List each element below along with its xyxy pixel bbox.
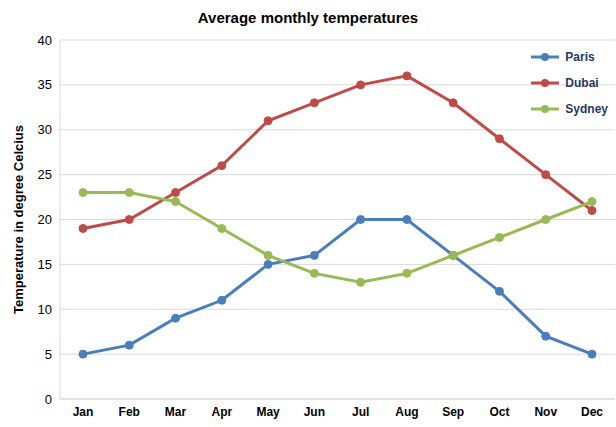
html-text:Sydney: Sydney — [565, 102, 608, 116]
svg-text:5: 5 — [45, 347, 52, 362]
svg-text:Jul: Jul — [352, 405, 369, 419]
svg-text:May: May — [256, 405, 280, 419]
svg-text:25: 25 — [38, 167, 52, 182]
svg-text:Feb: Feb — [119, 405, 140, 419]
svg-text:Oct: Oct — [489, 405, 509, 419]
svg-text:Apr: Apr — [211, 405, 232, 419]
svg-text:30: 30 — [38, 122, 52, 137]
svg-text:Jun: Jun — [304, 405, 325, 419]
svg-text:Sep: Sep — [442, 405, 464, 419]
svg-text:10: 10 — [38, 302, 52, 317]
svg-text:Temperature in degree Celcius: Temperature in degree Celcius — [11, 125, 26, 314]
svg-text:40: 40 — [38, 33, 52, 48]
html-text:Dubai: Dubai — [565, 76, 599, 90]
html-text:Paris: Paris — [565, 50, 595, 64]
svg-text:20: 20 — [38, 212, 52, 227]
html-text:Average monthly temperatures: Average monthly temperatures — [197, 9, 419, 26]
svg-text:15: 15 — [38, 257, 52, 272]
svg-text:35: 35 — [38, 77, 52, 92]
svg-text:Aug: Aug — [395, 405, 418, 419]
svg-text:0: 0 — [45, 392, 52, 407]
svg-text:Dec: Dec — [581, 405, 603, 419]
svg-text:Mar: Mar — [165, 405, 187, 419]
svg-text:Jan: Jan — [73, 405, 94, 419]
svg-text:Nov: Nov — [534, 405, 557, 419]
